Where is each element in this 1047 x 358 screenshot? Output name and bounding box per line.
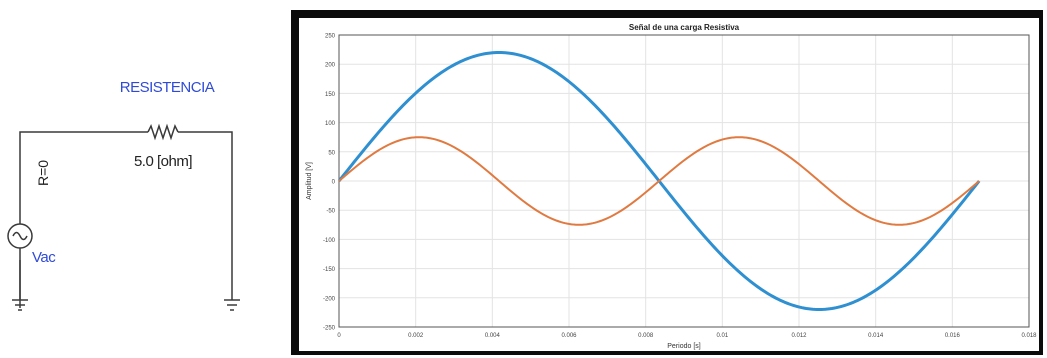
y-tick-label: -200	[323, 296, 336, 302]
plot-area: 250 200 150 100 50 0 -50 -100 -150 -200 -250 0 0.00…	[299, 18, 1039, 351]
source-label: Vac	[32, 249, 56, 266]
ground-right-icon	[224, 299, 240, 311]
y-tick-label: 0	[332, 180, 336, 186]
x-tick-label: 0.004	[485, 333, 501, 339]
resistencia-label: RESISTENCIA	[120, 79, 215, 96]
x-tick-label: 0.01	[716, 333, 728, 339]
ac-source-icon	[7, 223, 33, 249]
y-tick-label: 250	[325, 34, 336, 40]
y-tick-label: 100	[325, 121, 336, 127]
x-tick-label: 0.014	[868, 333, 884, 339]
wire-top-right	[178, 131, 233, 300]
x-tick-labels: 0 0.002 0.004 0.006 0.008 0.01 0.012 0.014 0.016…	[337, 333, 1037, 339]
y-tick-label: -250	[323, 326, 336, 332]
wire-top-left	[19, 131, 148, 308]
y-tick-label: -150	[323, 267, 336, 273]
x-tick-label: 0.008	[638, 333, 654, 339]
internal-resistance-label: R=0	[35, 160, 51, 186]
sine-chart: 250 200 150 100 50 0 -50 -100 -150 -200 -250 0 0.00…	[306, 23, 1037, 350]
x-tick-label: 0.006	[561, 333, 577, 339]
x-tick-label: 0.018	[1021, 333, 1037, 339]
x-tick-label: 0.012	[791, 333, 807, 339]
circuit-diagram: RESISTENCIA 5.0 [ohm] R=0 Vac	[7, 79, 240, 311]
y-tick-label: 150	[325, 92, 336, 98]
chart-title: Señal de una carga Resistiva	[629, 23, 740, 32]
x-tick-label: 0.016	[945, 333, 961, 339]
resistor-value-label: 5.0 [ohm]	[134, 153, 192, 170]
series-line-2	[338, 136, 980, 226]
ground-left-icon	[12, 260, 28, 311]
y-tick-label: -50	[326, 209, 335, 215]
series-layer	[337, 51, 981, 311]
x-tick-label: 0.002	[408, 333, 424, 339]
y-tick-label: 50	[328, 150, 335, 156]
y-axis-label: Amplitud [V]	[306, 162, 313, 200]
grid-layer	[338, 34, 1030, 328]
y-tick-labels: 250 200 150 100 50 0 -50 -100 -150 -200 -250	[323, 34, 336, 332]
y-tick-label: 200	[325, 63, 336, 69]
y-tick-label: -100	[323, 238, 336, 244]
resistor-symbol	[147, 123, 179, 141]
x-tick-label: 0	[337, 333, 341, 339]
plot-frame: 250 200 150 100 50 0 -50 -100 -150 -200 -250 0 0.00…	[291, 10, 1043, 355]
x-axis-label: Periodo [s]	[667, 343, 701, 350]
